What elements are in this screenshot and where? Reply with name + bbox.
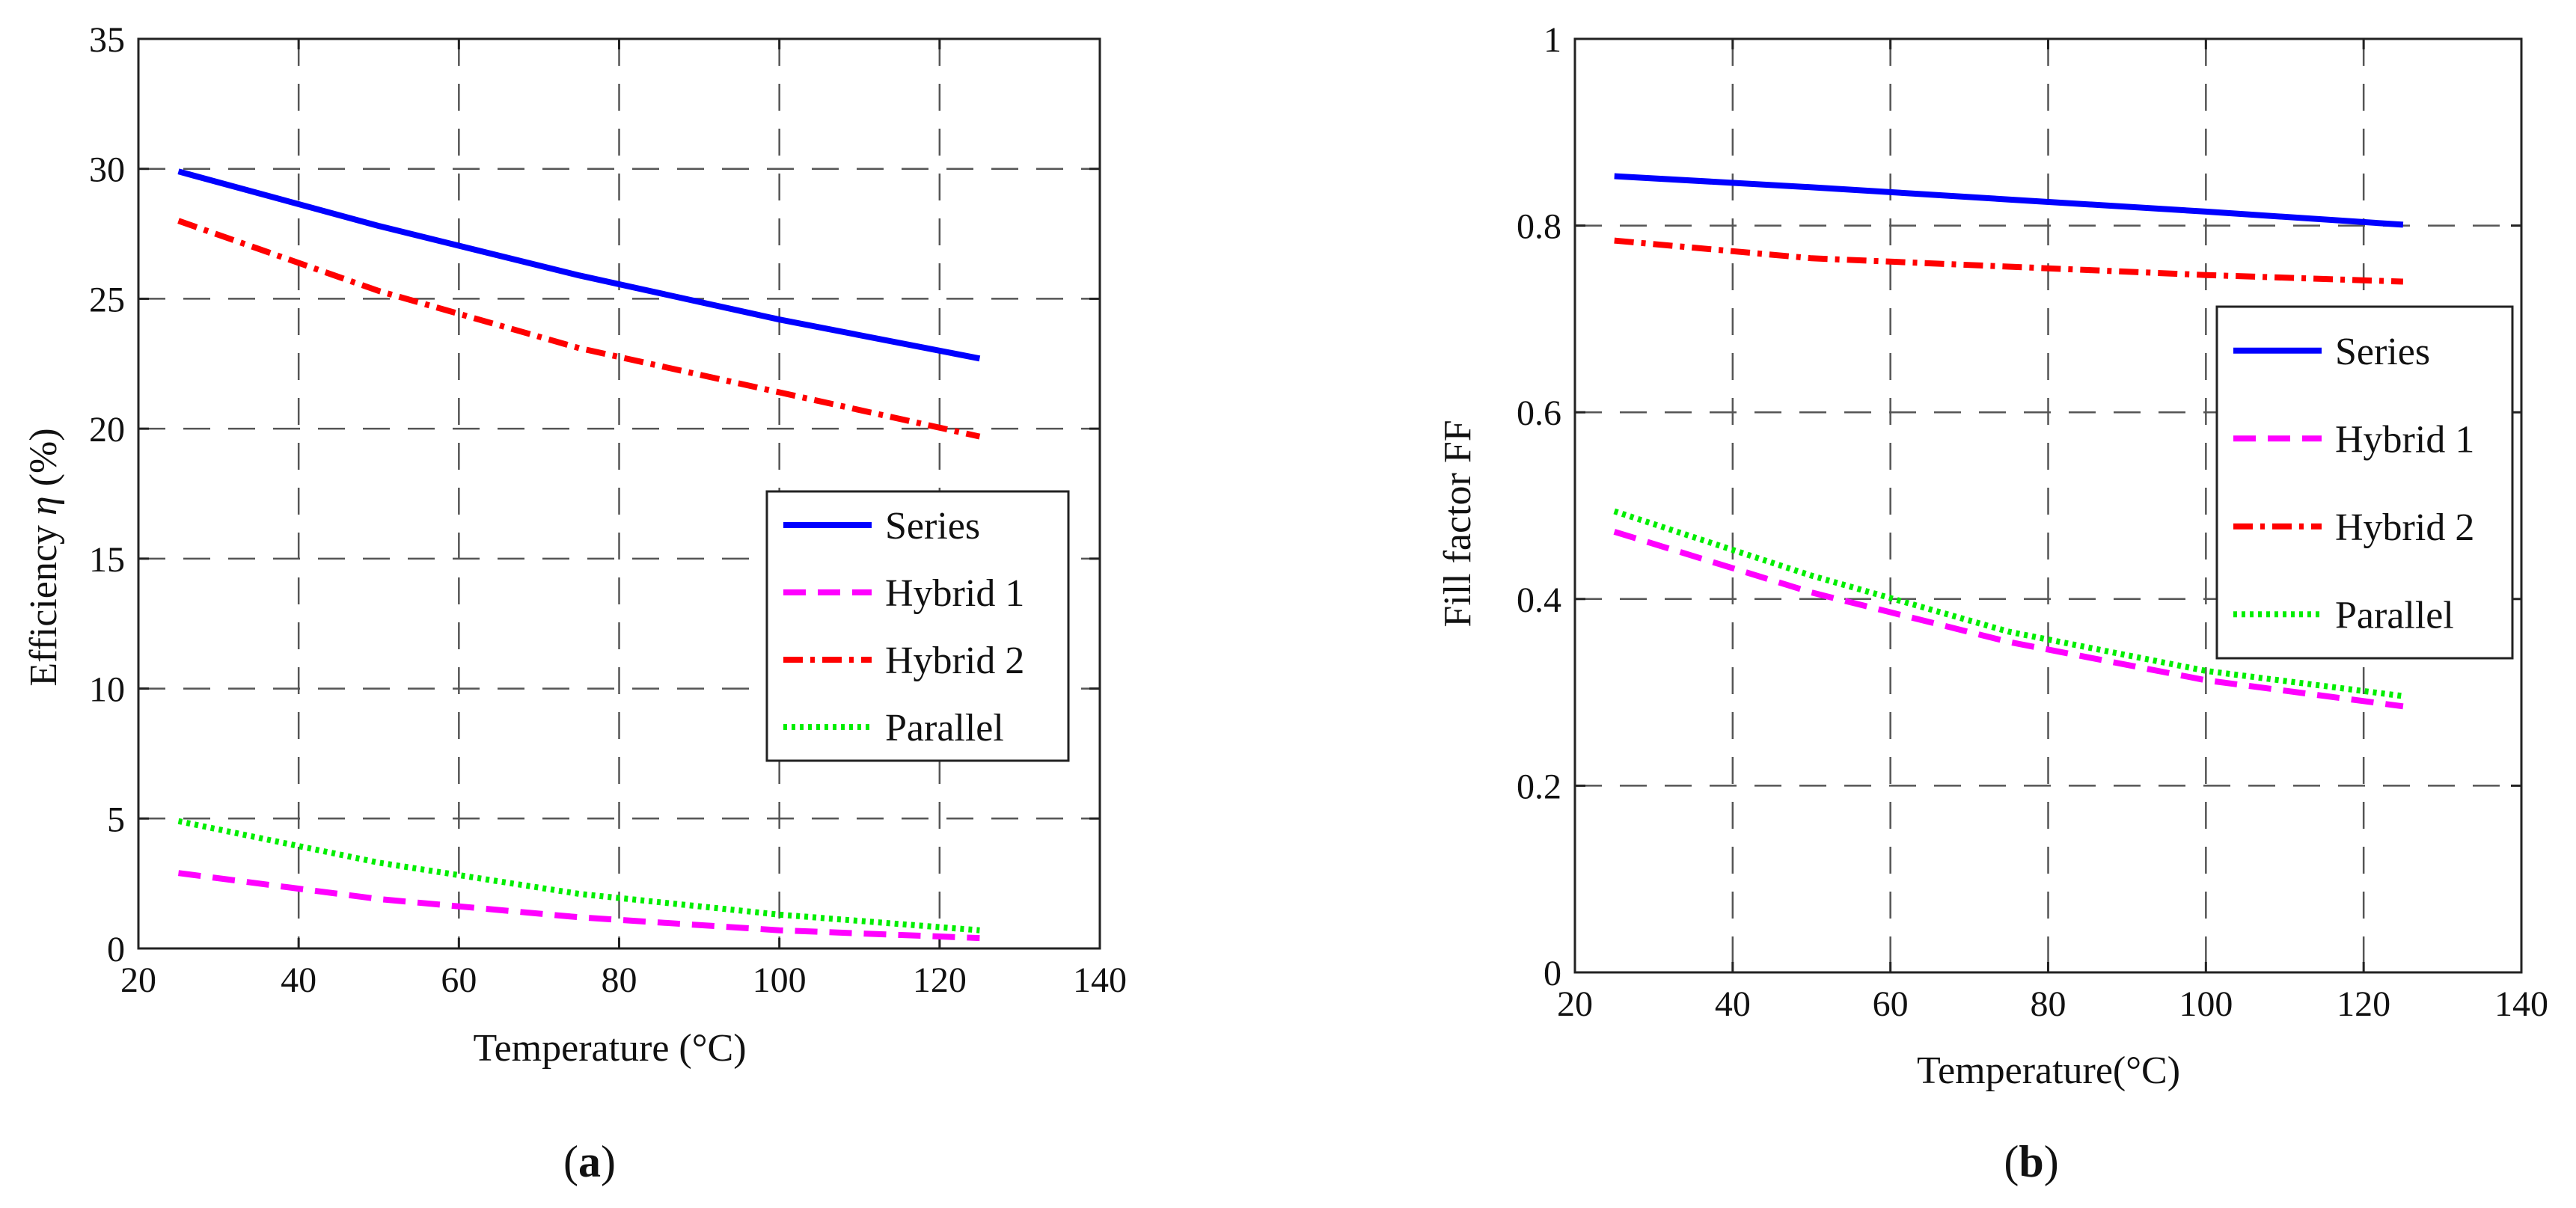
panel-b-x-tick-label: 100 bbox=[2179, 984, 2233, 1024]
panel-a-x-tick-label: 60 bbox=[441, 960, 477, 1000]
panel-b-x-tick-label: 40 bbox=[1715, 984, 1751, 1024]
panel-a-legend: Series Hybrid 1 Hybrid 2 Parallel bbox=[765, 490, 1070, 762]
panel-b-legend-label-hybrid-1: Hybrid 1 bbox=[2335, 418, 2474, 461]
panel-a-series-hybrid-1-line bbox=[177, 870, 980, 942]
panel-a-legend-label-hybrid-2: Hybrid 2 bbox=[885, 640, 1024, 682]
panel-b-y-axis-label: Fill factor FF bbox=[1437, 420, 1479, 627]
panel-a-y-tick-label: 0 bbox=[107, 930, 125, 969]
panel-a-x-tick-label: 100 bbox=[753, 960, 807, 1000]
panel-a-y-axis-label-symbol: η bbox=[22, 496, 65, 515]
panel-b-series-series-line bbox=[1614, 173, 2404, 228]
panel-a-legend-label-parallel: Parallel bbox=[885, 707, 1004, 749]
panel-a-legend-box bbox=[765, 490, 1070, 762]
panel-a-efficiency-chart: 20 40 60 80 100 120 140 0 5 10 15 20 25 30 35 Series Hy… bbox=[22, 20, 1127, 1186]
panel-a-y-tick-label: 25 bbox=[89, 280, 125, 319]
panel-b-x-tick-label: 20 bbox=[1557, 984, 1593, 1024]
panel-a-y-tick-label: 20 bbox=[89, 410, 125, 450]
panel-a-x-tick-label: 80 bbox=[602, 960, 637, 1000]
panel-b-x-tick-label: 120 bbox=[2337, 984, 2390, 1024]
panel-b-series-hybrid-2-line bbox=[1614, 237, 2404, 285]
panel-a-y-axis-label-prefix: Efficiency bbox=[22, 515, 65, 687]
panel-a-y-tick-label: 10 bbox=[89, 670, 125, 710]
panel-b-legend: Series Hybrid 1 Hybrid 2 Parallel bbox=[2215, 305, 2514, 660]
panel-a-x-tick-label: 140 bbox=[1073, 960, 1127, 1000]
panel-b-y-tick-label: 0.2 bbox=[1517, 767, 1561, 806]
panel-b-series-parallel-line bbox=[1613, 508, 2404, 699]
panel-a-x-axis-label: Temperature (°C) bbox=[473, 1027, 746, 1070]
panel-b-legend-label-series: Series bbox=[2335, 331, 2430, 373]
panel-b-y-tick-label: 1 bbox=[1544, 20, 1561, 60]
panel-a-series-series-line bbox=[177, 168, 981, 362]
panel-a-y-tick-label: 35 bbox=[89, 20, 125, 60]
panel-b-x-axis-label: Temperature(°C) bbox=[1917, 1049, 2180, 1092]
panel-b-y-tick-label: 0.4 bbox=[1517, 580, 1561, 620]
panel-b-caption-letter: b bbox=[2019, 1137, 2043, 1186]
panel-b-y-tick-label: 0 bbox=[1544, 954, 1561, 993]
panel-b-y-tick-label: 0.6 bbox=[1517, 393, 1561, 433]
panel-a-legend-label-series: Series bbox=[885, 505, 980, 548]
panel-b-caption: (b) bbox=[2004, 1137, 2058, 1186]
panel-a-y-tick-label: 30 bbox=[89, 150, 125, 190]
panel-b-series bbox=[1613, 173, 2404, 710]
panel-b-x-tick-label: 80 bbox=[2031, 984, 2066, 1024]
panel-b-fill-factor-chart: 20 40 60 80 100 120 140 0 0.2 0.4 0.6 0.8 1 Series Hy… bbox=[1437, 20, 2548, 1186]
panel-a-series-parallel-line bbox=[177, 818, 980, 933]
panel-a-y-tick-label: 15 bbox=[89, 540, 125, 580]
panel-a-legend-label-hybrid-1: Hybrid 1 bbox=[885, 572, 1024, 615]
panel-a-caption-letter: a bbox=[578, 1137, 601, 1186]
panel-b-x-tick-label: 60 bbox=[1873, 984, 1909, 1024]
panel-b-legend-box bbox=[2215, 305, 2514, 660]
panel-b-legend-label-parallel: Parallel bbox=[2335, 594, 2454, 637]
panel-b-y-tick-label: 0.8 bbox=[1517, 207, 1561, 247]
panel-b-legend-label-hybrid-2: Hybrid 2 bbox=[2335, 506, 2474, 549]
panel-a-x-tick-label: 20 bbox=[120, 960, 156, 1000]
panel-b-x-tick-label: 140 bbox=[2494, 984, 2548, 1024]
panel-a-x-tick-label: 120 bbox=[913, 960, 967, 1000]
panel-b-grid bbox=[1575, 39, 2521, 972]
panel-a-x-tick-label: 40 bbox=[281, 960, 316, 1000]
panel-a-y-axis-label: Efficiency η (%) bbox=[22, 428, 65, 686]
panel-a-ticks: 20 40 60 80 100 120 140 0 5 10 15 20 25 30 35 bbox=[89, 20, 1127, 1000]
panel-a-series bbox=[177, 168, 981, 942]
panel-a-y-axis-label-suffix: (%) bbox=[22, 428, 65, 496]
panel-a-caption: (a) bbox=[563, 1137, 616, 1186]
panel-a-y-tick-label: 5 bbox=[107, 800, 125, 839]
